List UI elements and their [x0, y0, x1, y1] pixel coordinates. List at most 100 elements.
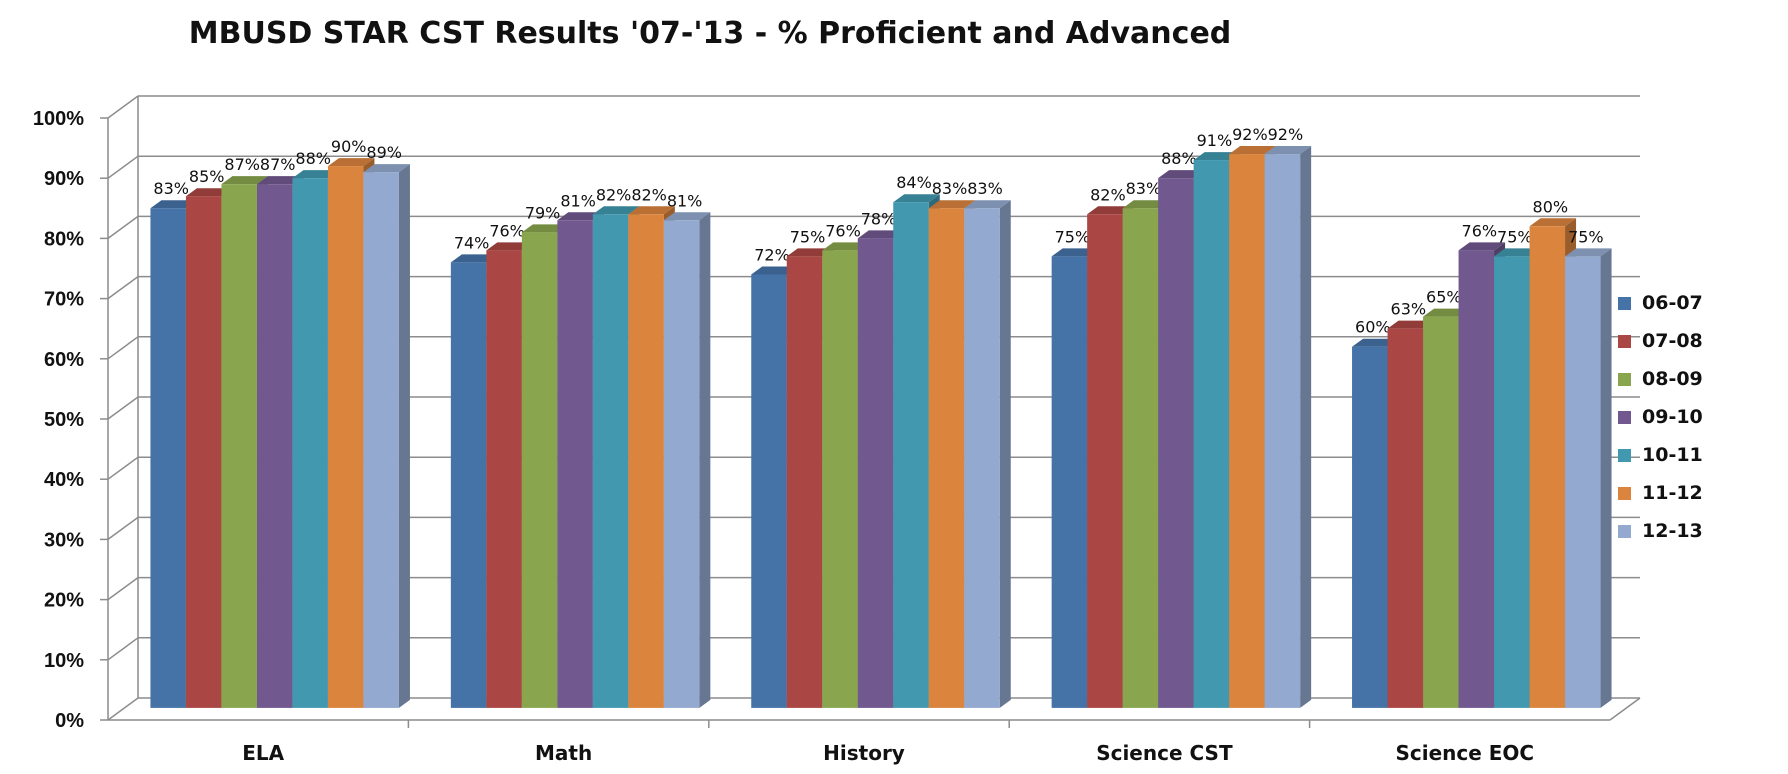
y-tick-label: 80%: [44, 228, 84, 250]
bar: [521, 232, 558, 708]
legend-swatch: [1618, 487, 1631, 500]
bar-top: [363, 164, 410, 173]
bar-top: [1193, 152, 1241, 161]
bar-top: [822, 242, 869, 251]
bar-top: [221, 176, 268, 185]
y-tick-label: 100%: [33, 108, 84, 130]
bar-top: [450, 254, 498, 263]
data-label: 88%: [1161, 149, 1197, 168]
bar: [1458, 250, 1495, 708]
data-label: 91%: [1197, 131, 1233, 150]
bar: [1565, 256, 1601, 708]
data-label: 72%: [754, 245, 790, 264]
bar-top: [185, 188, 233, 197]
bar: [1423, 316, 1459, 708]
bar: [557, 220, 593, 708]
bar-top: [1264, 146, 1312, 155]
floor-edge-right: [1609, 697, 1641, 721]
bar: [1529, 226, 1566, 708]
y-tick-label: 30%: [44, 529, 84, 551]
bar: [1158, 178, 1194, 708]
data-label: 88%: [295, 149, 331, 168]
data-label: 89%: [366, 143, 402, 162]
y-tick-label: 90%: [44, 168, 84, 190]
bar: [1352, 346, 1388, 708]
bar-top: [592, 206, 640, 215]
bar: [928, 208, 965, 708]
bar: [1051, 256, 1088, 708]
bar: [628, 214, 664, 708]
bar: [1264, 154, 1301, 708]
data-label: 92%: [1268, 125, 1304, 144]
gridline-side: [107, 697, 139, 721]
data-label: 76%: [1462, 221, 1498, 240]
bar: [1193, 160, 1230, 708]
legend-label: 06-07: [1642, 292, 1703, 314]
bar-top: [1087, 206, 1134, 215]
bar: [663, 220, 700, 708]
data-label: 75%: [790, 227, 826, 246]
bar-side: [699, 212, 711, 708]
data-label: 81%: [667, 191, 703, 210]
bar-top: [557, 212, 604, 221]
bar-top: [256, 176, 304, 185]
bar: [327, 166, 364, 708]
bar: [1387, 328, 1424, 708]
bar: [1229, 154, 1265, 708]
bar: [150, 208, 186, 708]
gridline-side: [107, 637, 139, 661]
legend-label: 09-10: [1642, 406, 1703, 428]
bar-top: [1494, 248, 1541, 257]
chart-title: MBUSD STAR CST Results '07-'13 - % Profi…: [188, 16, 1232, 51]
bar-top: [1158, 170, 1205, 179]
bar: [256, 184, 293, 708]
data-label: 75%: [1055, 227, 1091, 246]
bar-top: [663, 212, 711, 221]
legend-label: 10-11: [1642, 444, 1703, 466]
bar-top: [327, 158, 375, 167]
bar: [822, 250, 858, 708]
data-label: 83%: [932, 179, 968, 198]
data-label: 82%: [1090, 185, 1126, 204]
bar-side: [1600, 248, 1612, 708]
bar-top: [1458, 242, 1506, 251]
data-label: 82%: [596, 185, 632, 204]
gridline-side: [107, 576, 139, 601]
y-tick-label: 50%: [44, 409, 84, 431]
bar-top: [628, 206, 675, 215]
bar-top: [1423, 308, 1470, 317]
gridline-side: [107, 516, 139, 541]
bar-top: [1051, 248, 1099, 257]
bar-side: [398, 164, 410, 708]
category-label: Science CST: [1096, 741, 1233, 765]
legend-swatch: [1618, 411, 1631, 424]
category-label: History: [823, 741, 905, 765]
data-label: 75%: [1497, 227, 1533, 246]
gridline-side: [107, 215, 139, 240]
gridline-side: [107, 95, 139, 119]
data-label: 74%: [454, 233, 490, 252]
bar-top: [964, 200, 1011, 209]
y-tick-label: 60%: [44, 349, 84, 371]
bar-top: [751, 266, 798, 275]
category-label: Science EOC: [1395, 741, 1534, 765]
gridline-side: [107, 456, 139, 480]
bar: [486, 250, 522, 708]
bar-top: [1352, 338, 1399, 347]
bar-side: [1300, 146, 1312, 708]
legend-swatch: [1618, 525, 1631, 538]
bar: [964, 208, 1000, 708]
bar: [363, 172, 399, 708]
data-label: 90%: [331, 137, 367, 156]
bar-top: [1122, 200, 1170, 209]
data-label: 83%: [153, 179, 189, 198]
bar-top: [521, 224, 569, 233]
bar: [185, 196, 222, 708]
bar-top: [292, 170, 339, 179]
legend-swatch: [1618, 373, 1631, 386]
data-label: 63%: [1391, 300, 1427, 319]
bar: [893, 202, 929, 708]
legend-swatch: [1618, 297, 1631, 310]
y-tick-label: 0%: [55, 710, 84, 732]
data-label: 81%: [560, 191, 596, 210]
